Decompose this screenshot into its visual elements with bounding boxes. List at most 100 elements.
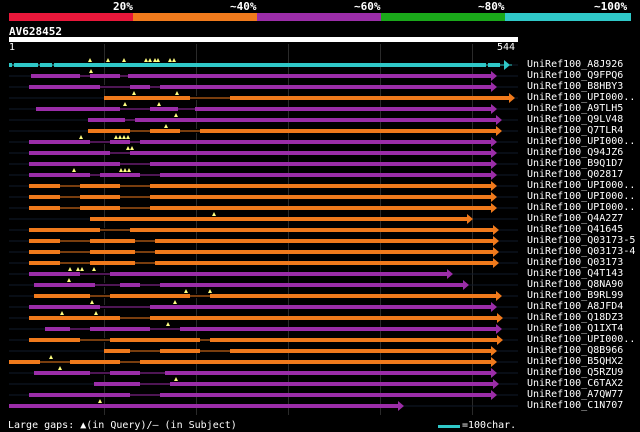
hit-bar[interactable] — [29, 228, 493, 232]
hit-row[interactable] — [9, 91, 518, 103]
hit-arrow-icon — [493, 258, 499, 268]
hit-bar[interactable] — [29, 140, 491, 144]
hit-label-link[interactable]: UniRef100_B9Q1D7 — [527, 158, 624, 169]
hit-bar[interactable] — [29, 338, 497, 342]
hit-row[interactable] — [9, 335, 518, 345]
hit-bar[interactable] — [45, 327, 496, 331]
hit-bar[interactable] — [104, 349, 491, 353]
hit-row[interactable] — [9, 390, 518, 400]
hit-row[interactable] — [9, 203, 518, 213]
hit-label-link[interactable]: UniRef100_UPI000.. — [527, 92, 636, 103]
hit-bar[interactable] — [31, 74, 491, 78]
hit-bar[interactable] — [88, 129, 496, 133]
hit-row[interactable] — [9, 225, 518, 235]
hit-label-link[interactable]: UniRef100_Q4T143 — [527, 268, 624, 279]
hit-bar[interactable] — [29, 305, 491, 309]
hit-label-link[interactable]: UniRef100_Q9LV48 — [527, 114, 624, 125]
hit-bar[interactable] — [29, 173, 491, 177]
hit-row[interactable] — [9, 258, 518, 268]
hit-bar[interactable] — [29, 184, 491, 188]
hit-arrow-icon — [496, 291, 502, 301]
hit-bar[interactable] — [9, 404, 398, 408]
hit-row[interactable] — [9, 146, 518, 158]
hit-bar[interactable] — [9, 63, 504, 67]
hit-bar[interactable] — [29, 162, 491, 166]
hit-label-link[interactable]: UniRef100_Q9FPQ6 — [527, 70, 624, 81]
hit-label-link[interactable]: UniRef100_Q8B966 — [527, 345, 624, 356]
hit-row[interactable] — [9, 236, 518, 246]
hit-label-link[interactable]: UniRef100_A8J926 — [527, 59, 624, 70]
hit-label-link[interactable]: UniRef100_Q8NA90 — [527, 279, 624, 290]
hit-row[interactable] — [9, 247, 518, 257]
hit-label-link[interactable]: UniRef100_UPI000.. — [527, 180, 636, 191]
hit-bar[interactable] — [29, 316, 497, 320]
hit-bar[interactable] — [94, 382, 493, 386]
hit-row[interactable] — [9, 181, 518, 191]
hit-bar[interactable] — [104, 96, 509, 100]
hit-label-link[interactable]: UniRef100_UPI000.. — [527, 136, 636, 147]
hit-bar[interactable] — [34, 371, 491, 375]
hit-label-link[interactable]: UniRef100_Q03173-4 — [527, 246, 636, 257]
hit-bar[interactable] — [34, 294, 496, 298]
query-bar — [9, 37, 518, 42]
hit-bar[interactable] — [9, 360, 491, 364]
hit-row[interactable] — [9, 69, 518, 81]
hit-label-link[interactable]: UniRef100_A8JFD4 — [527, 301, 624, 312]
hit-row[interactable] — [9, 311, 518, 323]
hit-row[interactable] — [9, 322, 518, 334]
hit-bar[interactable] — [29, 261, 493, 265]
hit-label-link[interactable]: UniRef100_Q7TLR4 — [527, 125, 624, 136]
query-gap-marker-icon — [184, 289, 188, 293]
hit-label-link[interactable]: UniRef100_Q1IXT4 — [527, 323, 624, 334]
hit-bar[interactable] — [29, 206, 491, 210]
hit-label-link[interactable]: UniRef100_C1N707 — [527, 400, 624, 411]
hit-row[interactable] — [9, 113, 518, 125]
hit-label-link[interactable]: UniRef100_B9RL99 — [527, 290, 624, 301]
hit-bar[interactable] — [29, 151, 491, 155]
hit-row[interactable] — [9, 135, 518, 147]
hit-row[interactable] — [9, 278, 518, 290]
hit-label-link[interactable]: UniRef100_Q41645 — [527, 224, 624, 235]
hit-label-link[interactable]: UniRef100_Q18DZ3 — [527, 312, 624, 323]
hit-label-link[interactable]: UniRef100_B8HBY3 — [527, 81, 624, 92]
hit-bar[interactable] — [34, 283, 463, 287]
hit-bar[interactable] — [88, 118, 496, 122]
hit-label-link[interactable]: UniRef100_B5QHX2 — [527, 356, 624, 367]
hit-bar[interactable] — [29, 85, 491, 89]
hit-label-link[interactable]: UniRef100_Q02817 — [527, 169, 624, 180]
hit-label-link[interactable]: UniRef100_Q5RZU9 — [527, 367, 624, 378]
hit-row[interactable] — [9, 159, 518, 169]
hit-row[interactable] — [9, 366, 518, 378]
hit-bar[interactable] — [90, 217, 467, 221]
hit-row[interactable] — [9, 82, 518, 92]
hit-label-link[interactable]: UniRef100_Q03173 — [527, 257, 624, 268]
hit-label-link[interactable]: UniRef100_UPI000.. — [527, 202, 636, 213]
hit-row[interactable] — [9, 355, 518, 367]
hit-label-link[interactable]: UniRef100_A7QW77 — [527, 389, 624, 400]
hit-bar[interactable] — [29, 393, 491, 397]
hit-label-link[interactable]: UniRef100_A9TLH5 — [527, 103, 624, 114]
hit-label-link[interactable]: UniRef100_C6TAX2 — [527, 378, 624, 389]
hit-label-link[interactable]: UniRef100_Q94JZ6 — [527, 147, 624, 158]
hit-bar[interactable] — [36, 107, 491, 111]
hit-row[interactable] — [9, 58, 518, 70]
hit-row[interactable] — [9, 267, 518, 279]
hit-label-link[interactable]: UniRef100_UPI000.. — [527, 334, 636, 345]
hit-row[interactable] — [9, 346, 518, 356]
hit-label-link[interactable]: UniRef100_Q03173-5 — [527, 235, 636, 246]
hit-label-link[interactable]: UniRef100_UPI000.. — [527, 191, 636, 202]
hit-row[interactable] — [9, 102, 518, 114]
hit-bar[interactable] — [29, 239, 493, 243]
hit-row[interactable] — [9, 289, 518, 301]
hit-bar[interactable] — [29, 250, 493, 254]
hit-row[interactable] — [9, 192, 518, 202]
hit-row[interactable] — [9, 377, 518, 389]
hit-bar[interactable] — [29, 195, 491, 199]
hit-label-link[interactable]: UniRef100_Q4A2Z7 — [527, 213, 624, 224]
hit-row[interactable] — [9, 124, 518, 136]
hit-row[interactable] — [9, 168, 518, 180]
hit-row[interactable] — [9, 300, 518, 312]
hit-bar[interactable] — [29, 272, 447, 276]
hit-row[interactable] — [9, 212, 518, 224]
hit-row[interactable] — [9, 399, 518, 411]
